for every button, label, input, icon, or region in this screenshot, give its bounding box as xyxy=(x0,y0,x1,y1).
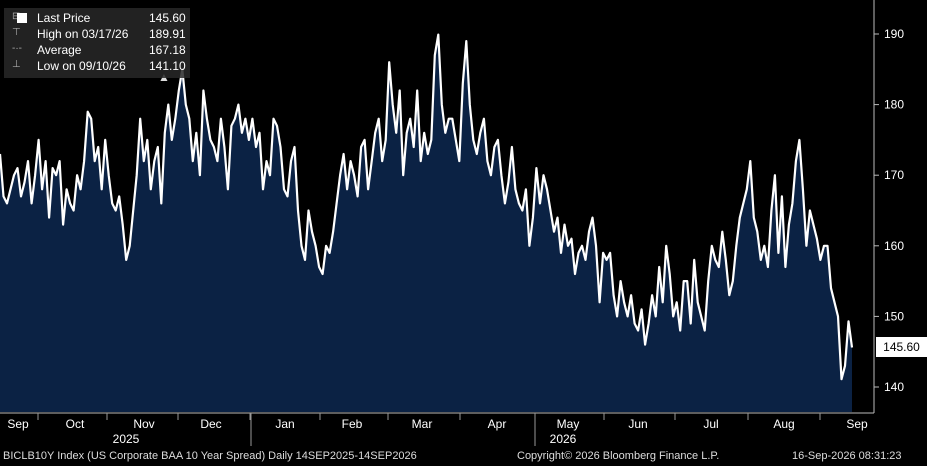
x-month-label: Jan xyxy=(275,417,294,431)
last-price-swatch-icon xyxy=(17,13,27,23)
minus-box-icon[interactable]: ⊟ xyxy=(12,11,34,27)
legend-avg-value: 167.18 xyxy=(149,43,186,57)
footer: BICLB10Y Index (US Corporate BAA 10 Year… xyxy=(0,447,927,466)
x-month-label: Mar xyxy=(412,417,433,431)
y-axis-ticks: 140 150 160 170 180 190 xyxy=(874,27,904,394)
x-year-label: 2026 xyxy=(550,432,577,446)
x-month-label: Dec xyxy=(200,417,221,431)
last-price-tag: 145.60 xyxy=(876,337,927,357)
x-month-label: Nov xyxy=(133,417,154,431)
x-month-label: May xyxy=(557,417,580,431)
average-line-icon: -·- xyxy=(12,43,22,54)
legend-low-label: Low on 09/10/26 xyxy=(37,59,126,73)
legend-high-value: 189.91 xyxy=(149,27,186,41)
y-tick-label: 160 xyxy=(884,239,904,253)
x-axis-ticks: Sep Oct Nov Dec Jan Feb Mar Apr May Jun Jul Aug Sep 2… xyxy=(7,413,868,446)
x-month-label: Feb xyxy=(342,417,363,431)
y-tick-label: 190 xyxy=(884,27,904,41)
axes-layer xyxy=(0,0,875,414)
y-tick-label: 140 xyxy=(884,380,904,394)
low-marker-icon: ⊥ xyxy=(12,59,21,70)
legend-low-value: 141.10 xyxy=(149,59,186,73)
x-month-label: Apr xyxy=(488,417,507,431)
x-month-label: Jul xyxy=(703,417,718,431)
x-month-label: Oct xyxy=(66,417,85,431)
legend-high-label: High on 03/17/26 xyxy=(37,27,129,41)
price-line xyxy=(0,33,854,381)
legend-high: ⊤ High on 03/17/26 189.91 xyxy=(4,27,190,43)
legend-low: ⊥ Low on 09/10/26 141.10 xyxy=(4,59,190,75)
y-tick-label: 180 xyxy=(884,98,904,112)
x-month-label: Sep xyxy=(7,417,29,431)
y-tick-label: 150 xyxy=(884,309,904,323)
high-marker-icon: ⊤ xyxy=(12,27,21,38)
footer-timestamp: 16-Sep-2026 08:31:23 xyxy=(792,450,902,462)
legend-last-label: Last Price xyxy=(37,11,91,25)
legend-last-price: ⊟ Last Price 145.60 xyxy=(4,11,190,27)
x-year-label: 2025 xyxy=(113,432,140,446)
y-tick-label: 170 xyxy=(884,168,904,182)
area-fill-layer xyxy=(0,34,852,412)
legend-last-value: 145.60 xyxy=(149,11,186,25)
legend-avg-label: Average xyxy=(37,43,82,57)
price-line-layer xyxy=(0,33,854,381)
footer-index-description: BICLB10Y Index (US Corporate BAA 10 Year… xyxy=(3,450,417,462)
x-month-label: Sep xyxy=(846,417,868,431)
footer-copyright: Copyright© 2026 Bloomberg Finance L.P. xyxy=(517,450,720,462)
legend-average: -·- Average 167.18 xyxy=(4,43,190,59)
area-fill xyxy=(0,34,852,412)
x-month-label: Jun xyxy=(628,417,647,431)
x-month-label: Aug xyxy=(773,417,794,431)
legend: ⊟ Last Price 145.60 ⊤ High on 03/17/26 1… xyxy=(4,8,190,78)
